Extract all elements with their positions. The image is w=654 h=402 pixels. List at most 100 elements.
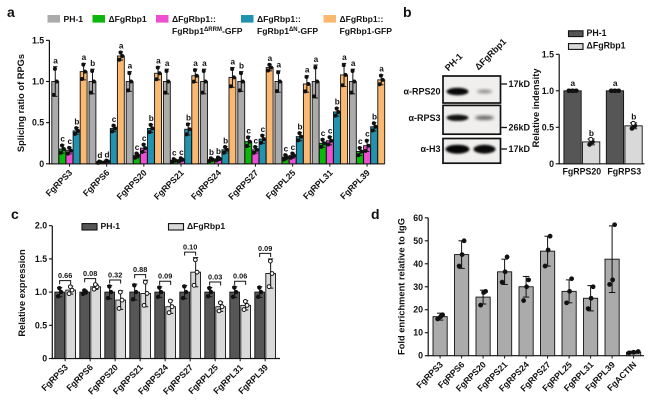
data-dot [524,284,529,290]
category-label: FgRPS20 [563,166,602,176]
data-dot [88,90,93,95]
blot-lane-label: PH-1 [443,51,465,73]
legend-swatch [81,223,98,231]
bar-ΔFgRbp1-FgRPS6 [90,286,101,359]
legend-swatch [241,15,254,23]
y-axis-title: Fold enrichment relative to IgG [397,218,407,355]
bar-ΔFgRbp1::FgRbp1-GFP-FgRPS21 [191,75,200,165]
pvalue-label: 0.03 [208,272,222,281]
bar-PH-1-FgRPS20 [125,81,134,165]
data-dot [194,73,199,78]
data-dot [117,57,122,62]
data-dot [133,155,138,160]
legend-label-segment: -GFP [298,26,319,36]
data-dot [51,92,56,97]
sig-letter: a [268,54,273,63]
data-dot [232,285,237,290]
pvalue-bracket [209,281,222,286]
legend-label-segment: FgRbp1 [340,26,372,36]
data-dot [504,254,510,260]
data-dot [478,302,483,308]
data-dot [144,291,150,296]
sig-letter: a [314,55,319,64]
data-dot [141,302,147,308]
data-dot [260,133,265,138]
blot-band [446,114,469,122]
bar-PH-1-FgRPS21 [129,291,140,359]
data-dot [608,88,614,94]
sig-letter: c [67,137,72,146]
bar-ΔFgRbp1::FgRbp1ΔN-GFP-FgRPL31 [333,111,341,165]
data-dot [118,50,123,55]
data-dot [134,151,139,156]
sig-letter: a [571,78,576,88]
data-dot [629,126,635,131]
pvalue-label: 0.32 [108,270,122,279]
data-dot [75,128,80,133]
y-tick-label: 0 [549,159,554,169]
sig-letter: b [223,136,228,145]
legend-label-segment: -GFP [371,26,392,36]
sig-letter: b [631,112,636,122]
marker-label: 26kD [509,123,531,133]
legend-label: ΔFgRbp1:: [172,14,216,24]
y-tick-label: 20 [413,305,423,315]
data-dot [203,79,208,84]
sig-letter: b [589,128,594,138]
data-dot [91,79,96,84]
data-dot [267,62,272,67]
data-dot [350,69,355,74]
data-dot [242,299,248,304]
data-dot [258,289,264,295]
y-tick-label: 1.0 [35,287,47,297]
sig-letter: a [276,61,281,70]
legend-label: PH-1 [101,221,121,231]
sig-letter: a [342,53,347,62]
data-dot [370,128,375,133]
data-dot [585,306,591,311]
data-dot [54,79,59,84]
data-dot [207,285,212,291]
bar-PH-1-FgRPS3 [605,90,625,165]
data-dot [327,135,332,140]
data-dot [635,349,641,354]
data-dot [194,269,200,275]
data-dot [216,308,222,314]
data-dot [224,147,229,152]
legend-swatch [92,15,105,23]
panel-d-enrichment-chart: 0 10 20 30 40 50 60 Fold enrichment relative to… [397,213,644,394]
y-tick-label: 0.5 [542,122,554,132]
data-dot [117,289,123,295]
data-dot [521,298,526,303]
data-dot [141,142,146,147]
data-dot [167,298,173,304]
data-dot [459,252,465,257]
data-dot [110,129,115,134]
data-dot [208,156,213,161]
data-dot [215,155,220,160]
data-dot [590,284,596,290]
y-tick-label: 1.0 [32,77,44,87]
bar-ΔFgRbp1-FgRPS3 [624,125,643,165]
data-dot [183,289,189,295]
y-tick-label: 1.5 [32,35,44,45]
y-tick-label: 0.5 [35,320,47,330]
data-dot [171,157,176,162]
data-dot [319,144,324,149]
data-dot [126,88,131,93]
data-dot [180,295,186,301]
data-dot [334,106,339,111]
data-dot [251,150,256,155]
data-dot [341,63,346,68]
data-dot [587,142,592,147]
data-dot [155,65,160,70]
data-dot [163,90,168,95]
blot-row-label: α-H3 [420,144,440,154]
category-label: FgRPS20 [115,168,149,202]
blot-lane-label: ΔFgRbp1 [473,37,508,72]
data-dot [299,134,304,139]
bar-ΔFgRbp1-FgRPL31 [240,304,251,359]
data-dot [217,300,223,306]
